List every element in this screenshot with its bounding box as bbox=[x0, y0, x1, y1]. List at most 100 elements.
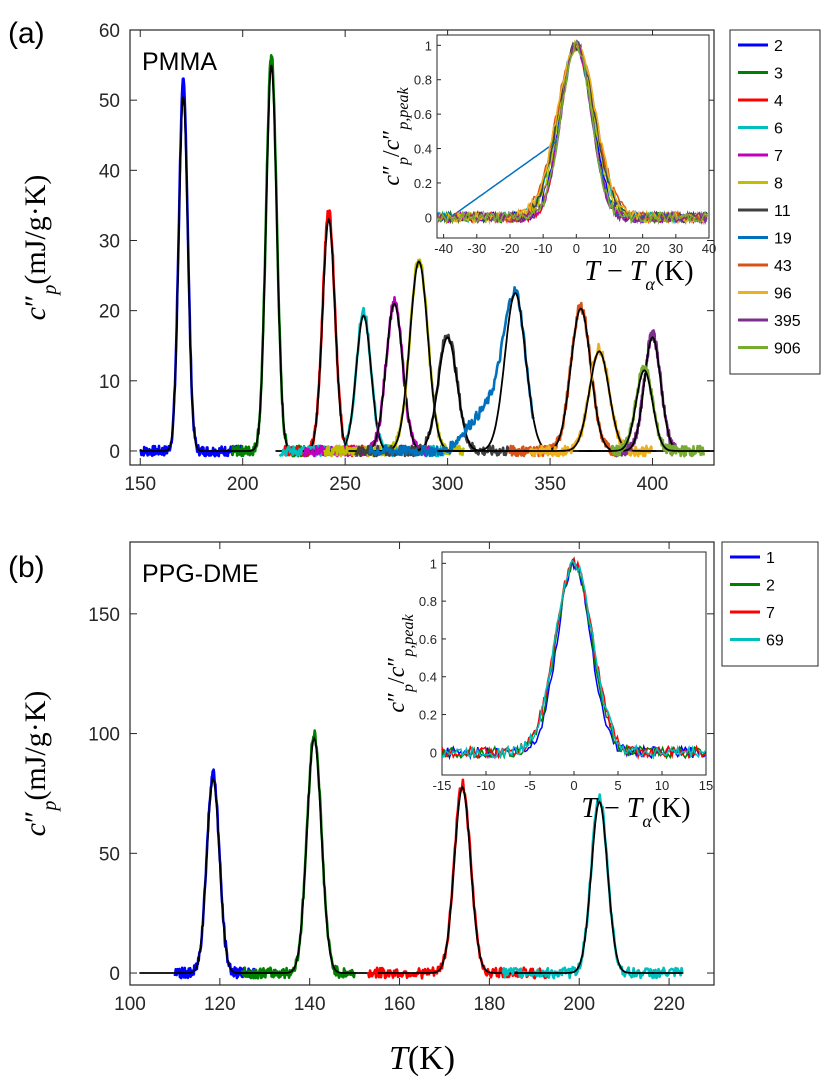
b-xtick-label: 180 bbox=[474, 994, 506, 1015]
a-inset-ytick-label: 0.8 bbox=[414, 73, 432, 88]
b-inset-ytick-label: 0.8 bbox=[419, 594, 437, 609]
b-ytick-label: 150 bbox=[88, 605, 120, 626]
b-legend-label-1: 1 bbox=[766, 550, 775, 567]
panel-b-label: (b) bbox=[8, 551, 45, 584]
a-ytick-label: 40 bbox=[99, 161, 120, 182]
a-inset-ytick-label: 0.2 bbox=[414, 176, 432, 191]
a-inset-xtick-label: -30 bbox=[467, 241, 486, 256]
a-inset-ytick-label: 0.4 bbox=[414, 142, 432, 157]
b-inset-xtick-label: -5 bbox=[524, 778, 536, 793]
b-inset-ylabel: c″p/c″p,peak bbox=[384, 614, 417, 713]
b-inset-xtick-label: 15 bbox=[699, 778, 713, 793]
b-legend-label-2: 2 bbox=[766, 578, 775, 595]
a-legend-label-19: 19 bbox=[774, 231, 792, 248]
b-inset-xtick-label: 0 bbox=[570, 778, 577, 793]
a-ytick-label: 30 bbox=[99, 231, 120, 252]
a-ytick-label: 60 bbox=[99, 21, 120, 42]
b-xtick-label: 160 bbox=[384, 994, 416, 1015]
a-fit-96 bbox=[523, 350, 675, 452]
b-ytick-label: 100 bbox=[88, 725, 120, 746]
a-inset-series-906 bbox=[437, 40, 708, 226]
a-inset-xtick-label: -20 bbox=[501, 241, 520, 256]
b-inset-ytick-label: 0 bbox=[430, 745, 437, 760]
a-axes-frame bbox=[129, 29, 715, 466]
b-axes-frame bbox=[129, 541, 715, 986]
a-inset-xtick-label: -10 bbox=[534, 241, 553, 256]
a-fit-2 bbox=[139, 96, 227, 452]
chart-b: 100 120 140 160 180 200 220050100150PPG-DMEc″p… bbox=[19, 541, 819, 1077]
b-fit-69 bbox=[515, 800, 683, 974]
b-inset-ytick-label: 0.2 bbox=[419, 708, 437, 723]
a-inset-xtick-label: 30 bbox=[669, 241, 683, 256]
a-inset-xtick-label: 10 bbox=[602, 241, 616, 256]
b-ylabel: c″p(mJ/g·K) bbox=[19, 691, 61, 837]
b-legend-box bbox=[721, 541, 819, 667]
a-inset-xtick-label: -40 bbox=[434, 241, 453, 256]
a-ylabel: c″p(mJ/g·K) bbox=[19, 175, 61, 321]
a-plot-area bbox=[139, 53, 714, 458]
a-inset-plot-area bbox=[437, 39, 708, 226]
a-xtick-label: 400 bbox=[637, 474, 669, 495]
a-legend-label-2: 2 bbox=[774, 38, 783, 55]
a-legend-label-96: 96 bbox=[774, 286, 792, 303]
b-inset: -15 -10 -5 0 5 10 15 0 0.2 0.4 0.6 0.8 1 T − Tα(K) c″p… bbox=[384, 551, 713, 831]
a-inset-xtick-label: 0 bbox=[573, 241, 580, 256]
b-inset-ytick-label: 0.6 bbox=[419, 632, 437, 647]
b-xtick-label: 100 bbox=[114, 994, 146, 1015]
a-legend-label-7: 7 bbox=[774, 148, 783, 165]
b-inset-plot-area bbox=[442, 556, 706, 761]
b-xtick-label: 220 bbox=[653, 994, 685, 1015]
b-inset-xtick-label: 10 bbox=[655, 778, 669, 793]
a-inset-ytick-label: 0 bbox=[425, 210, 432, 225]
a-inset-ylabel: c″p/c″p,peak bbox=[379, 87, 412, 186]
a-xtick-label: 250 bbox=[329, 474, 361, 495]
a-inset-xlabel: T − Tα(K) bbox=[584, 256, 693, 294]
b-inset-ytick-label: 0.4 bbox=[419, 670, 437, 685]
a-legend-label-8: 8 bbox=[774, 176, 783, 193]
a-legend-box bbox=[729, 29, 821, 375]
b-inset-ytick-label: 1 bbox=[430, 556, 437, 571]
a-legend-label-906: 906 bbox=[774, 341, 801, 358]
b-inset-xlabel: T − Tα(K) bbox=[581, 793, 690, 831]
b-inset-xtick-label: 5 bbox=[614, 778, 621, 793]
a-ytick-label: 20 bbox=[99, 302, 120, 323]
a-fit-906 bbox=[578, 369, 710, 452]
chart-a: 150 200 250 300 350 4000102030405060PMMAc″p(m… bbox=[19, 21, 821, 495]
a-inset-series-395 bbox=[437, 40, 708, 226]
a-legend-label-11: 11 bbox=[774, 203, 791, 220]
a-legend-label-3: 3 bbox=[774, 66, 783, 83]
a-title: PMMA bbox=[142, 48, 217, 76]
a-xtick-label: 150 bbox=[124, 474, 156, 495]
b-inset-xtick-label: -10 bbox=[477, 778, 496, 793]
a-legend-label-395: 395 bbox=[774, 313, 801, 330]
panel-a-label: (a) bbox=[8, 17, 45, 50]
b-plot-area bbox=[139, 729, 684, 980]
b-title: PPG-DME bbox=[142, 560, 259, 588]
b-ytick-label: 0 bbox=[109, 964, 120, 985]
b-legend: 1 2 7 69 bbox=[721, 541, 819, 667]
a-inset: -40 -30 -20 -10 0 10 20 30 40 0 0.2 0.4 0.6 0.8 1 T − T… bbox=[379, 34, 716, 294]
a-xtick-label: 300 bbox=[432, 474, 464, 495]
b-fit-2 bbox=[235, 736, 394, 974]
a-ytick-label: 0 bbox=[109, 442, 120, 463]
b-xtick-label: 200 bbox=[563, 994, 595, 1015]
a-ytick-label: 10 bbox=[99, 372, 120, 393]
b-inset-frame bbox=[441, 551, 707, 776]
a-legend-label-4: 4 bbox=[774, 93, 783, 110]
a-inset-ytick-label: 1 bbox=[425, 38, 432, 53]
a-xtick-label: 350 bbox=[534, 474, 566, 495]
a-inset-frame bbox=[436, 34, 710, 239]
a-inset-xtick-label: 20 bbox=[635, 241, 649, 256]
b-ytick-label: 50 bbox=[99, 844, 120, 865]
a-legend-label-6: 6 bbox=[774, 121, 783, 138]
b-legend-label-7: 7 bbox=[766, 605, 775, 622]
b-xtick-label: 120 bbox=[204, 994, 236, 1015]
a-ytick-label: 50 bbox=[99, 91, 120, 112]
b-inset-series-69 bbox=[442, 559, 706, 760]
a-legend: 2 3 4 6 7 8 11 19 43 96 395 906 bbox=[729, 29, 821, 375]
b-inset-xtick-label: -15 bbox=[433, 778, 452, 793]
a-xtick-label: 200 bbox=[227, 474, 259, 495]
b-xlabel: T(K) bbox=[389, 1040, 455, 1077]
a-inset-ytick-label: 0.6 bbox=[414, 107, 432, 122]
